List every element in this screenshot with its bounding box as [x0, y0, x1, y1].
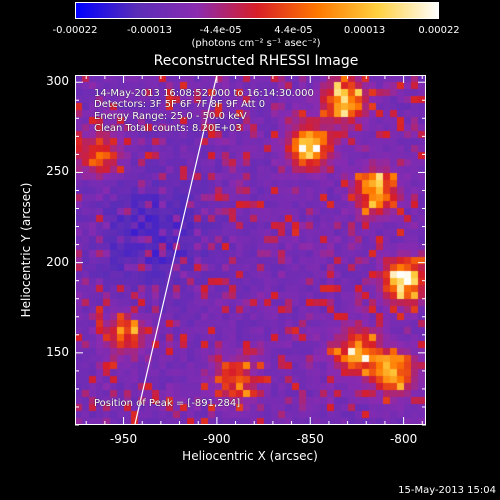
y-tick-label: 200 — [46, 254, 69, 269]
x-tick-label: -900 — [203, 432, 231, 446]
energy-range-text: Energy Range: 25.0 - 50.0 keV — [94, 111, 247, 122]
x-tick-label: -950 — [109, 432, 138, 446]
x-axis-label: Heliocentric X (arcsec) — [182, 449, 318, 463]
timestamp: 15-May-2013 15:04 — [398, 485, 496, 496]
y-tick-label: 300 — [46, 74, 69, 89]
colorbar-units: (photons cm⁻² s⁻¹ asec⁻²) — [191, 38, 321, 49]
time-range-text: 14-May-2013 16:08:52.000 to 16:14:30.000 — [94, 88, 314, 99]
peak-position-text: Position of Peak = [-891,284] — [94, 398, 241, 409]
colorbar-tick-label: 0.00022 — [418, 25, 460, 36]
limb-line — [134, 75, 218, 425]
y-tick-label: 250 — [46, 164, 69, 179]
heatmap-image — [75, 75, 426, 425]
colorbar-tick-label: 0.00013 — [343, 25, 386, 36]
y-axis-label: Heliocentric Y (arcsec) — [19, 182, 33, 318]
colorbar-tick-label: -0.00022 — [52, 25, 98, 36]
limb-line-path — [134, 75, 218, 425]
colorbar-tick-label: -0.00013 — [126, 25, 172, 36]
colorbar-tick-label: -4.4e-05 — [199, 25, 242, 36]
x-tick-label: -800 — [389, 432, 418, 446]
colorbar — [75, 2, 439, 19]
y-tick-label: 150 — [46, 344, 69, 359]
colorbar-tick-label: 4.4e-05 — [274, 25, 313, 36]
clean-counts-text: Clean Total counts: 8.20E+03 — [94, 123, 242, 134]
chart-title: Reconstructed RHESSI Image — [153, 53, 359, 69]
detectors-text: Detectors: 3F 5F 6F 7F 8F 9F Att 0 — [94, 99, 266, 110]
x-tick-label: -850 — [296, 432, 324, 446]
